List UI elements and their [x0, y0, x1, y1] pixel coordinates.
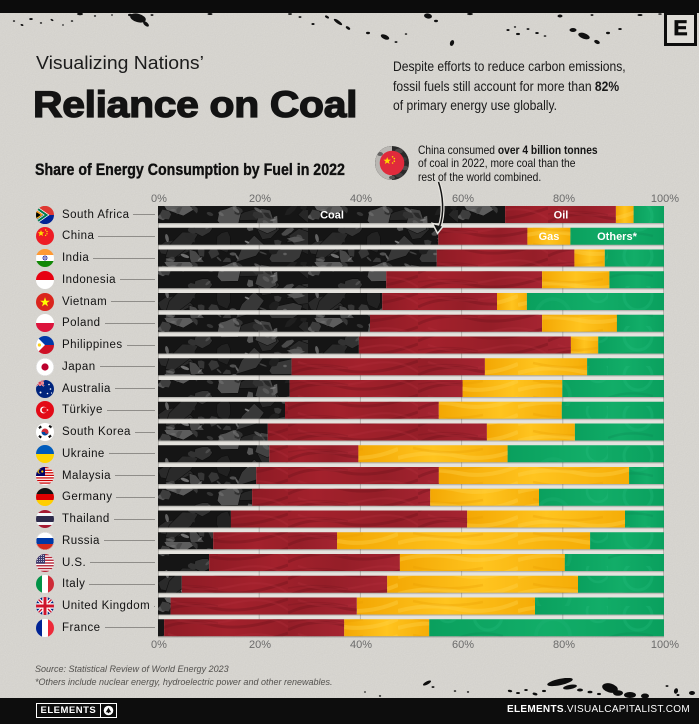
svg-text:Coal: Coal [320, 209, 344, 221]
svg-text:Gas: Gas [539, 231, 560, 243]
svg-text:Others*: Others* [597, 231, 637, 243]
svg-text:Oil: Oil [554, 209, 569, 221]
